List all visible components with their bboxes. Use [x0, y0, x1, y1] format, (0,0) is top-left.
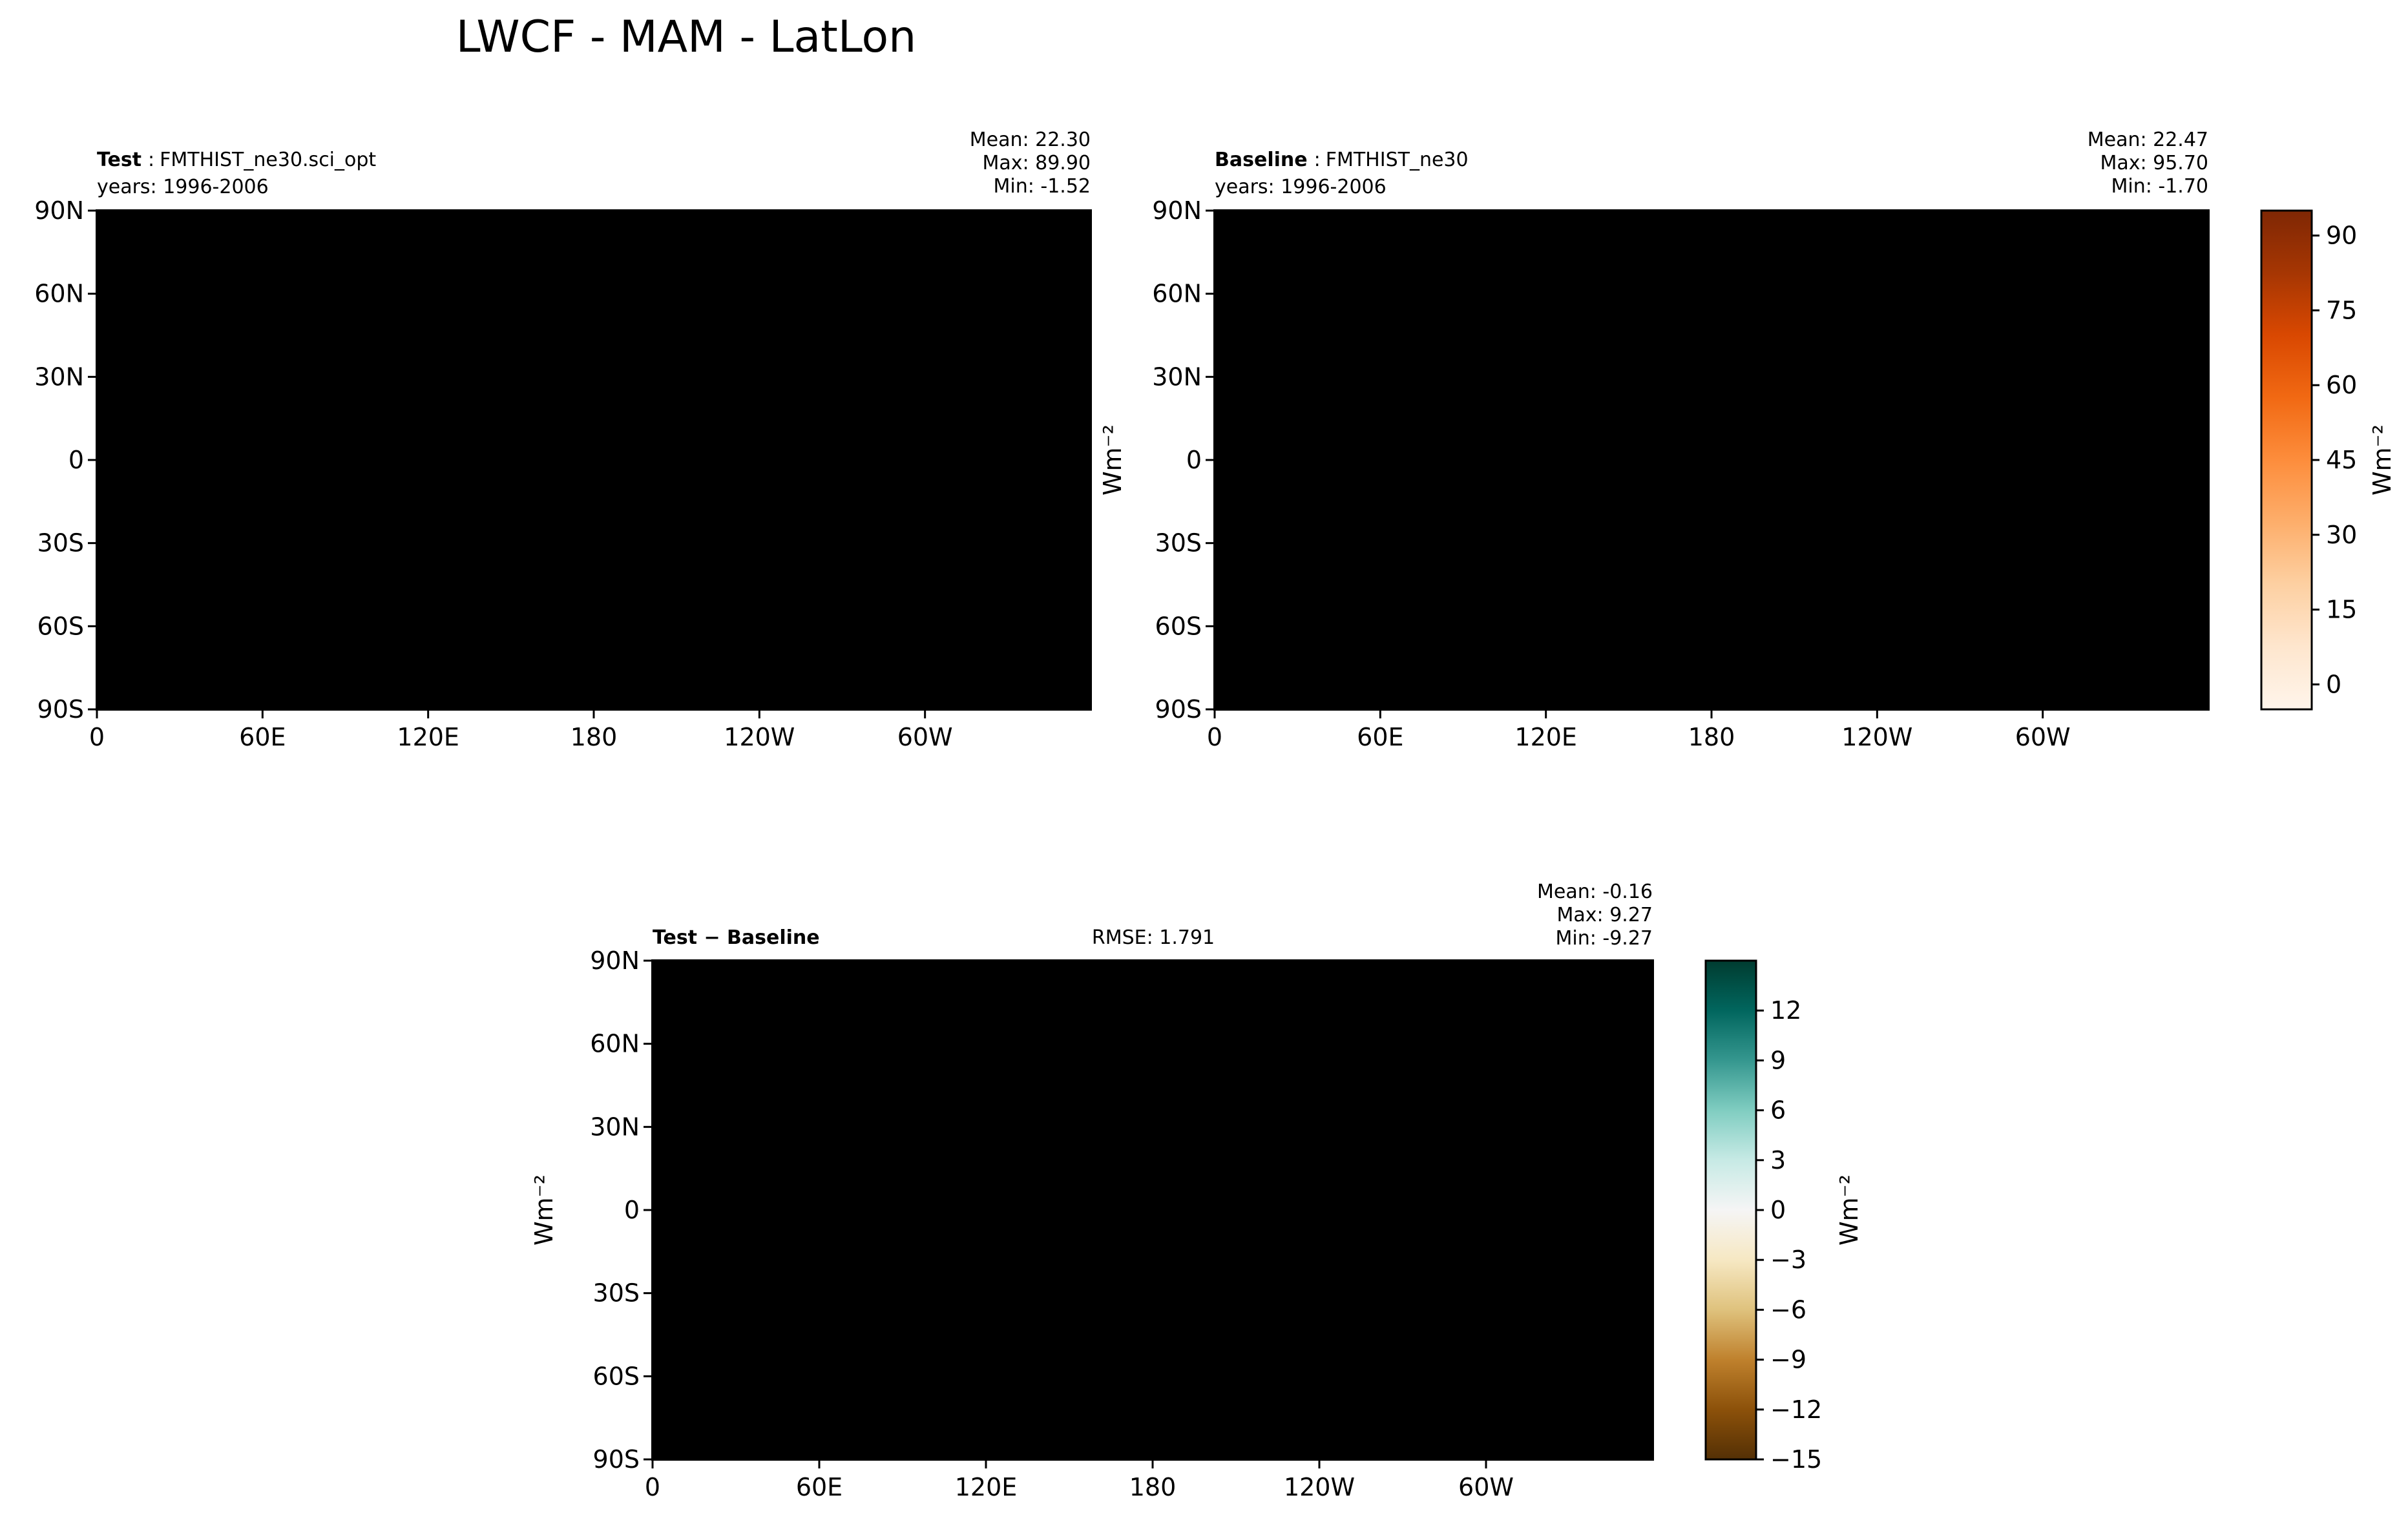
lat-tick-label: 60N — [1152, 280, 1202, 308]
lat-tick-label: 30S — [37, 529, 84, 558]
diff-label: Test − Baseline — [653, 926, 820, 949]
lon-tick-label: 120W — [1284, 1473, 1355, 1501]
baseline-coastlines — [1215, 228, 2208, 682]
diff-colorbar-label: Wm⁻² — [1835, 1174, 1863, 1246]
lat-tick-label: 90N — [34, 196, 84, 225]
test-coastlines — [97, 228, 1091, 682]
main-colorbar-bar — [2260, 209, 2313, 711]
test-min: Min: -1.52 — [994, 175, 1091, 198]
lat-tick-label: 60S — [1155, 612, 1202, 640]
baseline-years: years: 1996-2006 — [1215, 176, 1387, 198]
baseline-ylabel: Wm⁻² — [1098, 424, 1127, 496]
colorbar-tick-label: 0 — [2326, 670, 2341, 698]
colorbar-tick-label: −15 — [1770, 1445, 1822, 1474]
colorbar-tick-label: −3 — [1770, 1246, 1806, 1274]
figure-title: LWCF - MAM - LatLon — [456, 12, 916, 63]
lat-tick-label: 90N — [1152, 196, 1202, 225]
diff-mean: Mean: -0.16 — [1537, 881, 1653, 903]
colorbar-tick-label: 12 — [1770, 996, 1801, 1025]
lon-tick-label: 60E — [796, 1473, 843, 1501]
baseline-panel: 90N 60N 30N 0 30S 60S 90S 0 60E 120E 180 120W 60W B… — [1098, 129, 2210, 751]
test-years: years: 1996-2006 — [97, 176, 269, 198]
diff-min: Min: -9.27 — [1556, 927, 1653, 950]
main-colorbar-ticks: 90 75 60 45 30 15 0 — [2312, 222, 2357, 698]
lat-tick-label: 30N — [34, 362, 84, 391]
colorbar-tick-label: 90 — [2326, 222, 2357, 250]
lat-tick-label: 30N — [590, 1112, 640, 1141]
diff-panel: 90N 60N 30N 0 30S 60S 90S 0 60E 120E 180 120W 60W T… — [530, 881, 1654, 1501]
baseline-min: Min: -1.70 — [2111, 175, 2209, 198]
lon-tick-label: 120W — [724, 723, 795, 751]
test-label: Test: FMTHIST_ne30.sci_opt — [97, 149, 376, 171]
colorbar-tick-label: 0 — [1770, 1196, 1786, 1224]
colorbar-tick-label: 9 — [1770, 1046, 1786, 1074]
colorbar-tick-label: −6 — [1770, 1295, 1806, 1324]
diff-lon-axis: 0 60E 120E 180 120W 60W — [645, 1459, 1514, 1501]
diff-max: Max: 9.27 — [1557, 904, 1653, 926]
lat-tick-label: 90S — [37, 695, 84, 724]
baseline-lon-axis: 0 60E 120E 180 120W 60W — [1207, 709, 2071, 751]
colorbar-tick-label: 30 — [2326, 521, 2357, 549]
lon-tick-label: 0 — [645, 1473, 660, 1501]
main-colorbar: 90 75 60 45 30 15 0 Wm⁻² — [2260, 209, 2396, 711]
lat-tick-label: 90S — [593, 1445, 640, 1474]
lon-tick-label: 180 — [571, 723, 618, 751]
lat-tick-label: 30S — [1155, 529, 1202, 558]
colorbar-tick-label: 60 — [2326, 371, 2357, 399]
lat-tick-label: 30N — [1152, 362, 1202, 391]
colorbar-tick-label: 45 — [2326, 446, 2357, 474]
lat-tick-label: 30S — [593, 1279, 640, 1308]
colorbar-tick-label: 75 — [2326, 296, 2357, 324]
lon-tick-label: 60W — [897, 723, 953, 751]
lat-tick-label: 60N — [34, 280, 84, 308]
diff-colorbar: 12 9 6 3 0 −3 −6 −9 −12 −15 Wm⁻² — [1704, 959, 1863, 1474]
lat-tick-label: 60S — [37, 612, 84, 640]
diff-ylabel: Wm⁻² — [530, 1174, 558, 1246]
lat-tick-label: 60S — [593, 1362, 640, 1390]
test-lat-axis: 90N 60N 30N 0 30S 60S 90S — [34, 196, 97, 724]
lat-tick-label: 0 — [1186, 446, 1202, 474]
colorbar-tick-label: −12 — [1770, 1395, 1822, 1424]
lon-tick-label: 60E — [1357, 723, 1403, 751]
diff-colorbar-ticks: 12 9 6 3 0 −3 −6 −9 −12 −15 — [1756, 996, 1822, 1474]
colorbar-tick-label: 3 — [1770, 1146, 1786, 1174]
lon-tick-label: 60W — [1458, 1473, 1514, 1501]
test-mean: Mean: 22.30 — [970, 129, 1091, 151]
lon-tick-label: 180 — [1688, 723, 1735, 751]
lon-tick-label: 120W — [1841, 723, 1912, 751]
test-max: Max: 89.90 — [982, 152, 1091, 174]
colorbar-tick-label: 6 — [1770, 1096, 1786, 1125]
lon-tick-label: 120E — [397, 723, 459, 751]
diff-coastlines — [653, 978, 1653, 1432]
baseline-lat-axis: 90N 60N 30N 0 30S 60S 90S — [1152, 196, 1215, 724]
baseline-mean: Mean: 22.47 — [2088, 129, 2208, 151]
lat-tick-label: 0 — [68, 446, 84, 474]
test-panel: 90N 60N 30N 0 30S 60S 90S 0 60E 120E 180 120W 60W T… — [34, 129, 1092, 751]
diff-lat-axis: 90N 60N 30N 0 30S 60S 90S — [590, 946, 653, 1474]
lat-tick-label: 90N — [590, 946, 640, 975]
lon-tick-label: 60W — [2015, 723, 2071, 751]
lon-tick-label: 120E — [1514, 723, 1577, 751]
lat-tick-label: 90S — [1155, 695, 1202, 724]
test-lon-axis: 0 60E 120E 180 120W 60W — [89, 709, 953, 751]
lon-tick-label: 180 — [1129, 1473, 1177, 1501]
baseline-max: Max: 95.70 — [2100, 152, 2208, 174]
colorbar-tick-label: −9 — [1770, 1346, 1806, 1374]
main-colorbar-label: Wm⁻² — [2368, 424, 2396, 496]
lat-tick-label: 60N — [590, 1030, 640, 1058]
lon-tick-label: 120E — [955, 1473, 1018, 1501]
lon-tick-label: 60E — [239, 723, 286, 751]
lat-tick-label: 0 — [624, 1196, 640, 1224]
baseline-label: Baseline: FMTHIST_ne30 — [1215, 149, 1469, 171]
colorbar-tick-label: 15 — [2326, 596, 2357, 624]
diff-colorbar-bar — [1704, 959, 1757, 1461]
lon-tick-label: 0 — [1207, 723, 1222, 751]
diff-rmse: RMSE: 1.791 — [1092, 926, 1215, 949]
lon-tick-label: 0 — [89, 723, 105, 751]
